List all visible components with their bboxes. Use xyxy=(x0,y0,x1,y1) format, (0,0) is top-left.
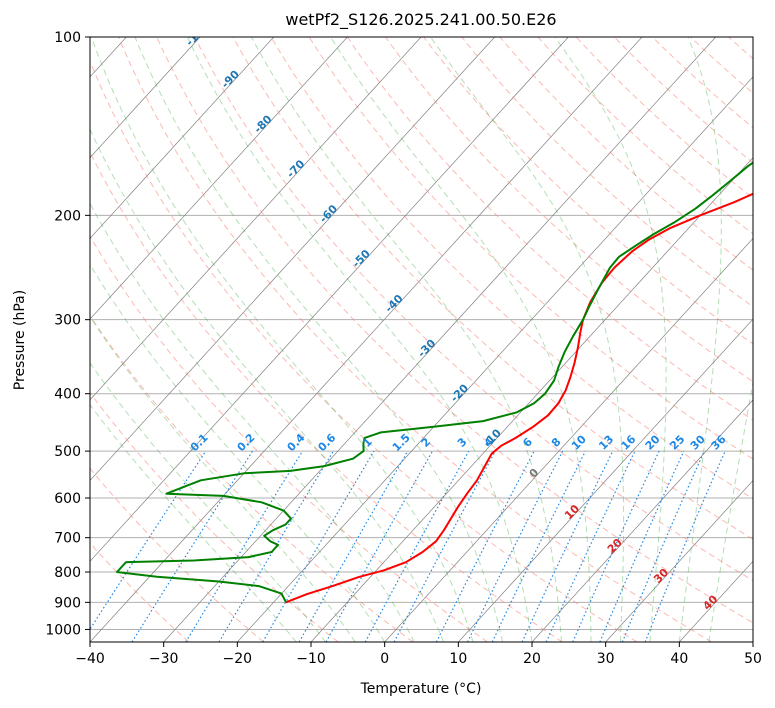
y-tick-label: 700 xyxy=(54,531,81,547)
isotherm-line xyxy=(384,237,753,642)
moist-adiabat-line xyxy=(678,37,722,642)
isotherm-line xyxy=(90,37,569,562)
y-tick-label: 300 xyxy=(54,313,81,329)
x-axis-title: Temperature (°C) xyxy=(360,681,482,697)
moist-adiabat-line xyxy=(90,37,474,642)
background-lines xyxy=(90,37,753,642)
moist-adiabat-line xyxy=(90,202,415,642)
isotherm-line xyxy=(90,37,274,239)
isotherm-line xyxy=(531,399,753,642)
y-tick-label: 400 xyxy=(54,387,81,403)
plot-frame xyxy=(89,36,754,643)
isotherm-line xyxy=(605,480,753,642)
mixing-ratio-line xyxy=(621,450,705,642)
y-tick-label: 900 xyxy=(54,595,81,611)
isotherm-line xyxy=(90,37,495,482)
axis-ticks: −40 −30 −20 −10 0 10 20 30 40 50 100 200 300 400 500 60… xyxy=(45,30,762,667)
mixing-ratio-line xyxy=(364,450,470,642)
dry-adiabat-line xyxy=(118,37,712,642)
isotherm-line xyxy=(163,37,716,642)
moist-adiabat-line xyxy=(90,263,386,642)
mixing-ratio-line xyxy=(572,450,660,642)
mixing-ratio-line xyxy=(325,450,434,642)
y-axis-title: Pressure (hPa) xyxy=(12,290,28,390)
moist-adiabat-line xyxy=(90,403,297,642)
profiles xyxy=(116,161,753,604)
dry-adiabat-line xyxy=(308,37,753,460)
isotherm-line xyxy=(90,37,201,159)
dry-adiabat-line xyxy=(346,37,753,421)
isotherm-label: -100 xyxy=(183,20,212,49)
moist-adiabat-line xyxy=(134,37,503,642)
dry-adiabat-line xyxy=(90,60,638,642)
mixing-ratio-line xyxy=(90,450,207,631)
isotherm-line xyxy=(90,37,422,401)
chart-title: wetPf2_S126.2025.241.00.50.E26 xyxy=(285,10,556,30)
dry-adiabat-line xyxy=(232,37,753,540)
x-tick-label: 30 xyxy=(597,651,615,667)
mixing-ratio-line xyxy=(599,450,685,642)
moist-adiabat-line xyxy=(250,37,562,642)
y-tick-label: 500 xyxy=(54,444,81,460)
dry-adiabat-line xyxy=(156,37,753,624)
dry-adiabat-line xyxy=(194,37,753,582)
isotherm-line xyxy=(237,76,753,642)
x-tick-label: 40 xyxy=(670,651,688,667)
x-tick-label: 20 xyxy=(523,651,541,667)
isotherm-line xyxy=(90,37,643,642)
moist-adiabat-line xyxy=(90,128,445,642)
moist-adiabat-line xyxy=(430,37,625,642)
dry-adiabat-line xyxy=(270,37,753,500)
temperature-profile-line xyxy=(285,192,753,604)
mixing-ratio-line xyxy=(131,450,254,642)
mixing-ratio-line xyxy=(644,450,726,642)
x-tick-label: 0 xyxy=(380,651,389,667)
y-tick-label: 100 xyxy=(54,30,81,46)
moist-adiabat-line xyxy=(554,37,667,642)
dry-adiabat-line xyxy=(90,467,264,642)
y-tick-label: 200 xyxy=(54,208,81,224)
mixing-ratio-line xyxy=(393,450,496,642)
dry-adiabat-line xyxy=(90,542,190,642)
x-tick-label: −40 xyxy=(75,651,105,667)
y-tick-label: 600 xyxy=(54,491,81,507)
dewpoint-profile-line xyxy=(116,161,753,603)
moist-adiabat-line xyxy=(186,37,533,642)
x-tick-label: 50 xyxy=(744,651,762,667)
x-tick-label: −30 xyxy=(149,651,179,667)
mixing-ratio-line xyxy=(466,450,564,642)
dry-adiabat-line xyxy=(90,235,488,642)
y-tick-label: 800 xyxy=(54,565,81,581)
mixing-ratio-line xyxy=(185,450,304,642)
y-tick-label: 1000 xyxy=(45,622,81,638)
isotherm-line xyxy=(90,37,348,320)
x-tick-label: 10 xyxy=(449,651,467,667)
moist-adiabat-line xyxy=(330,37,592,642)
x-tick-label: −10 xyxy=(296,651,326,667)
moist-adiabat-line xyxy=(90,315,356,642)
isotherm-line xyxy=(458,318,753,642)
moist-adiabat-line xyxy=(708,379,753,642)
dry-adiabat-line xyxy=(90,151,563,642)
x-tick-label: −20 xyxy=(223,651,253,667)
